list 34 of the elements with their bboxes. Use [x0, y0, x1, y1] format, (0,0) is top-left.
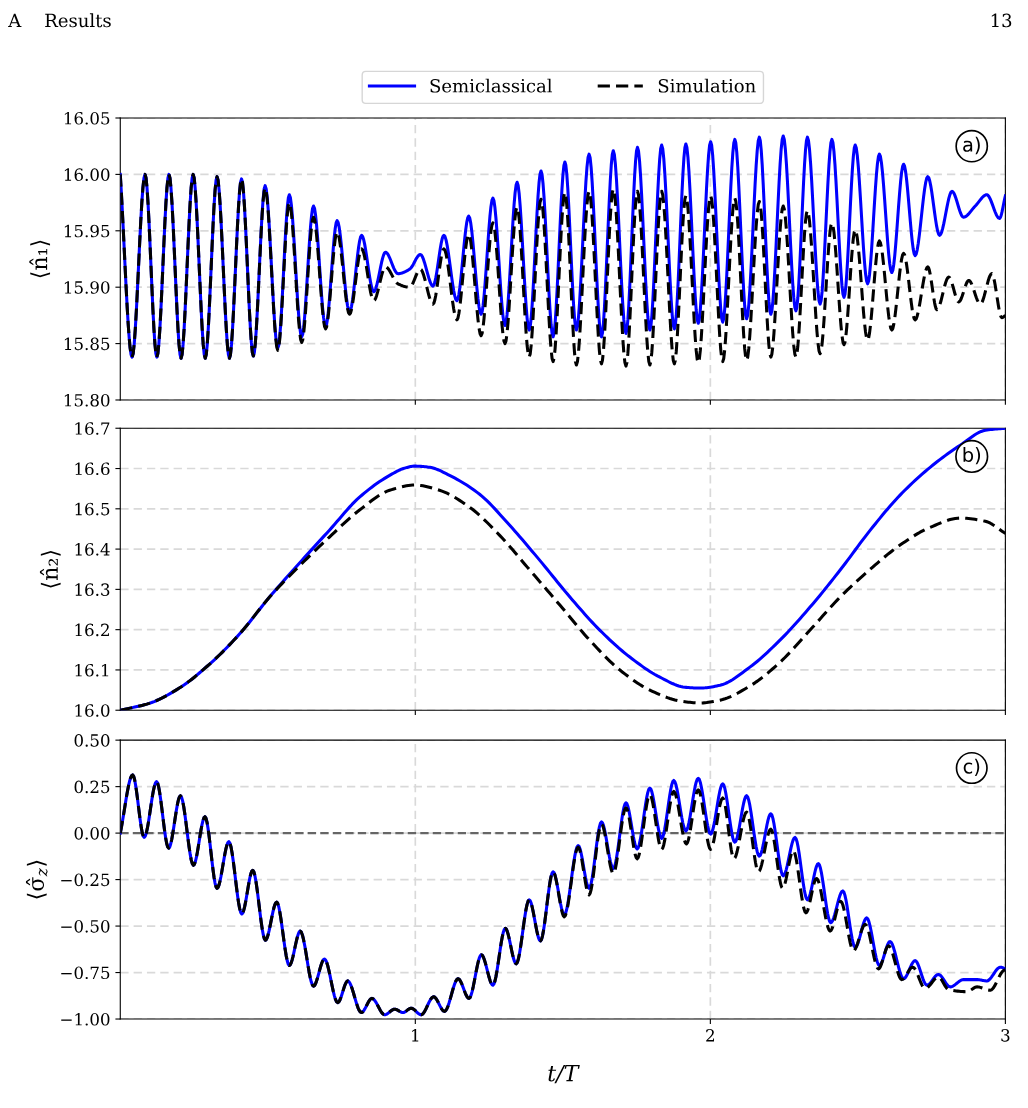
- y-tick-label: 15.85: [64, 337, 110, 351]
- text: A Results: [8, 13, 111, 28]
- y-tick-label: 16.3: [75, 583, 110, 596]
- y-tick-label: 16.0: [75, 704, 110, 717]
- annotation: a): [963, 136, 980, 155]
- y-tick-label: 16.5: [75, 502, 110, 516]
- y-axis-title: ⟨n̂₁⟩: [29, 240, 51, 278]
- y-tick-label: 16.4: [75, 543, 110, 556]
- x-axis-title: t/T: [548, 1065, 580, 1084]
- y-tick-label: 15.95: [64, 224, 110, 238]
- x-tick-label: 2: [706, 1029, 715, 1042]
- y-tick-label: 16.05: [64, 111, 110, 125]
- y-tick-label: −1.00: [61, 1012, 110, 1026]
- y-tick-label: 0.50: [74, 734, 110, 747]
- text: 13: [991, 13, 1012, 28]
- y-tick-label: −0.25: [61, 873, 110, 887]
- x-tick-label: 1: [412, 1029, 419, 1042]
- y-tick-label: 16.7: [75, 422, 110, 435]
- legend-label: Simulation: [658, 78, 756, 93]
- y-tick-label: 0.25: [74, 780, 110, 794]
- y-tick-label: −0.75: [61, 966, 110, 980]
- y-tick-label: −0.50: [61, 920, 110, 933]
- y-tick-label: 15.90: [64, 281, 110, 294]
- y-tick-label: 16.6: [75, 462, 110, 476]
- y-tick-label: 16.1: [75, 663, 109, 677]
- y-tick-label: 16.00: [64, 168, 110, 181]
- y-tick-label: 15.80: [64, 393, 110, 407]
- x-tick-label: 3: [1001, 1029, 1010, 1042]
- y-tick-label: 0.00: [74, 827, 110, 840]
- legend-label: Semiclassical: [430, 78, 553, 93]
- y-axis-title: ⟨n̂₂⟩: [39, 550, 61, 588]
- annotation: c): [963, 758, 980, 776]
- y-tick-label: 16.2: [75, 623, 109, 637]
- y-axis-title: ⟨σ̂$_{z}$⟩: [25, 860, 48, 899]
